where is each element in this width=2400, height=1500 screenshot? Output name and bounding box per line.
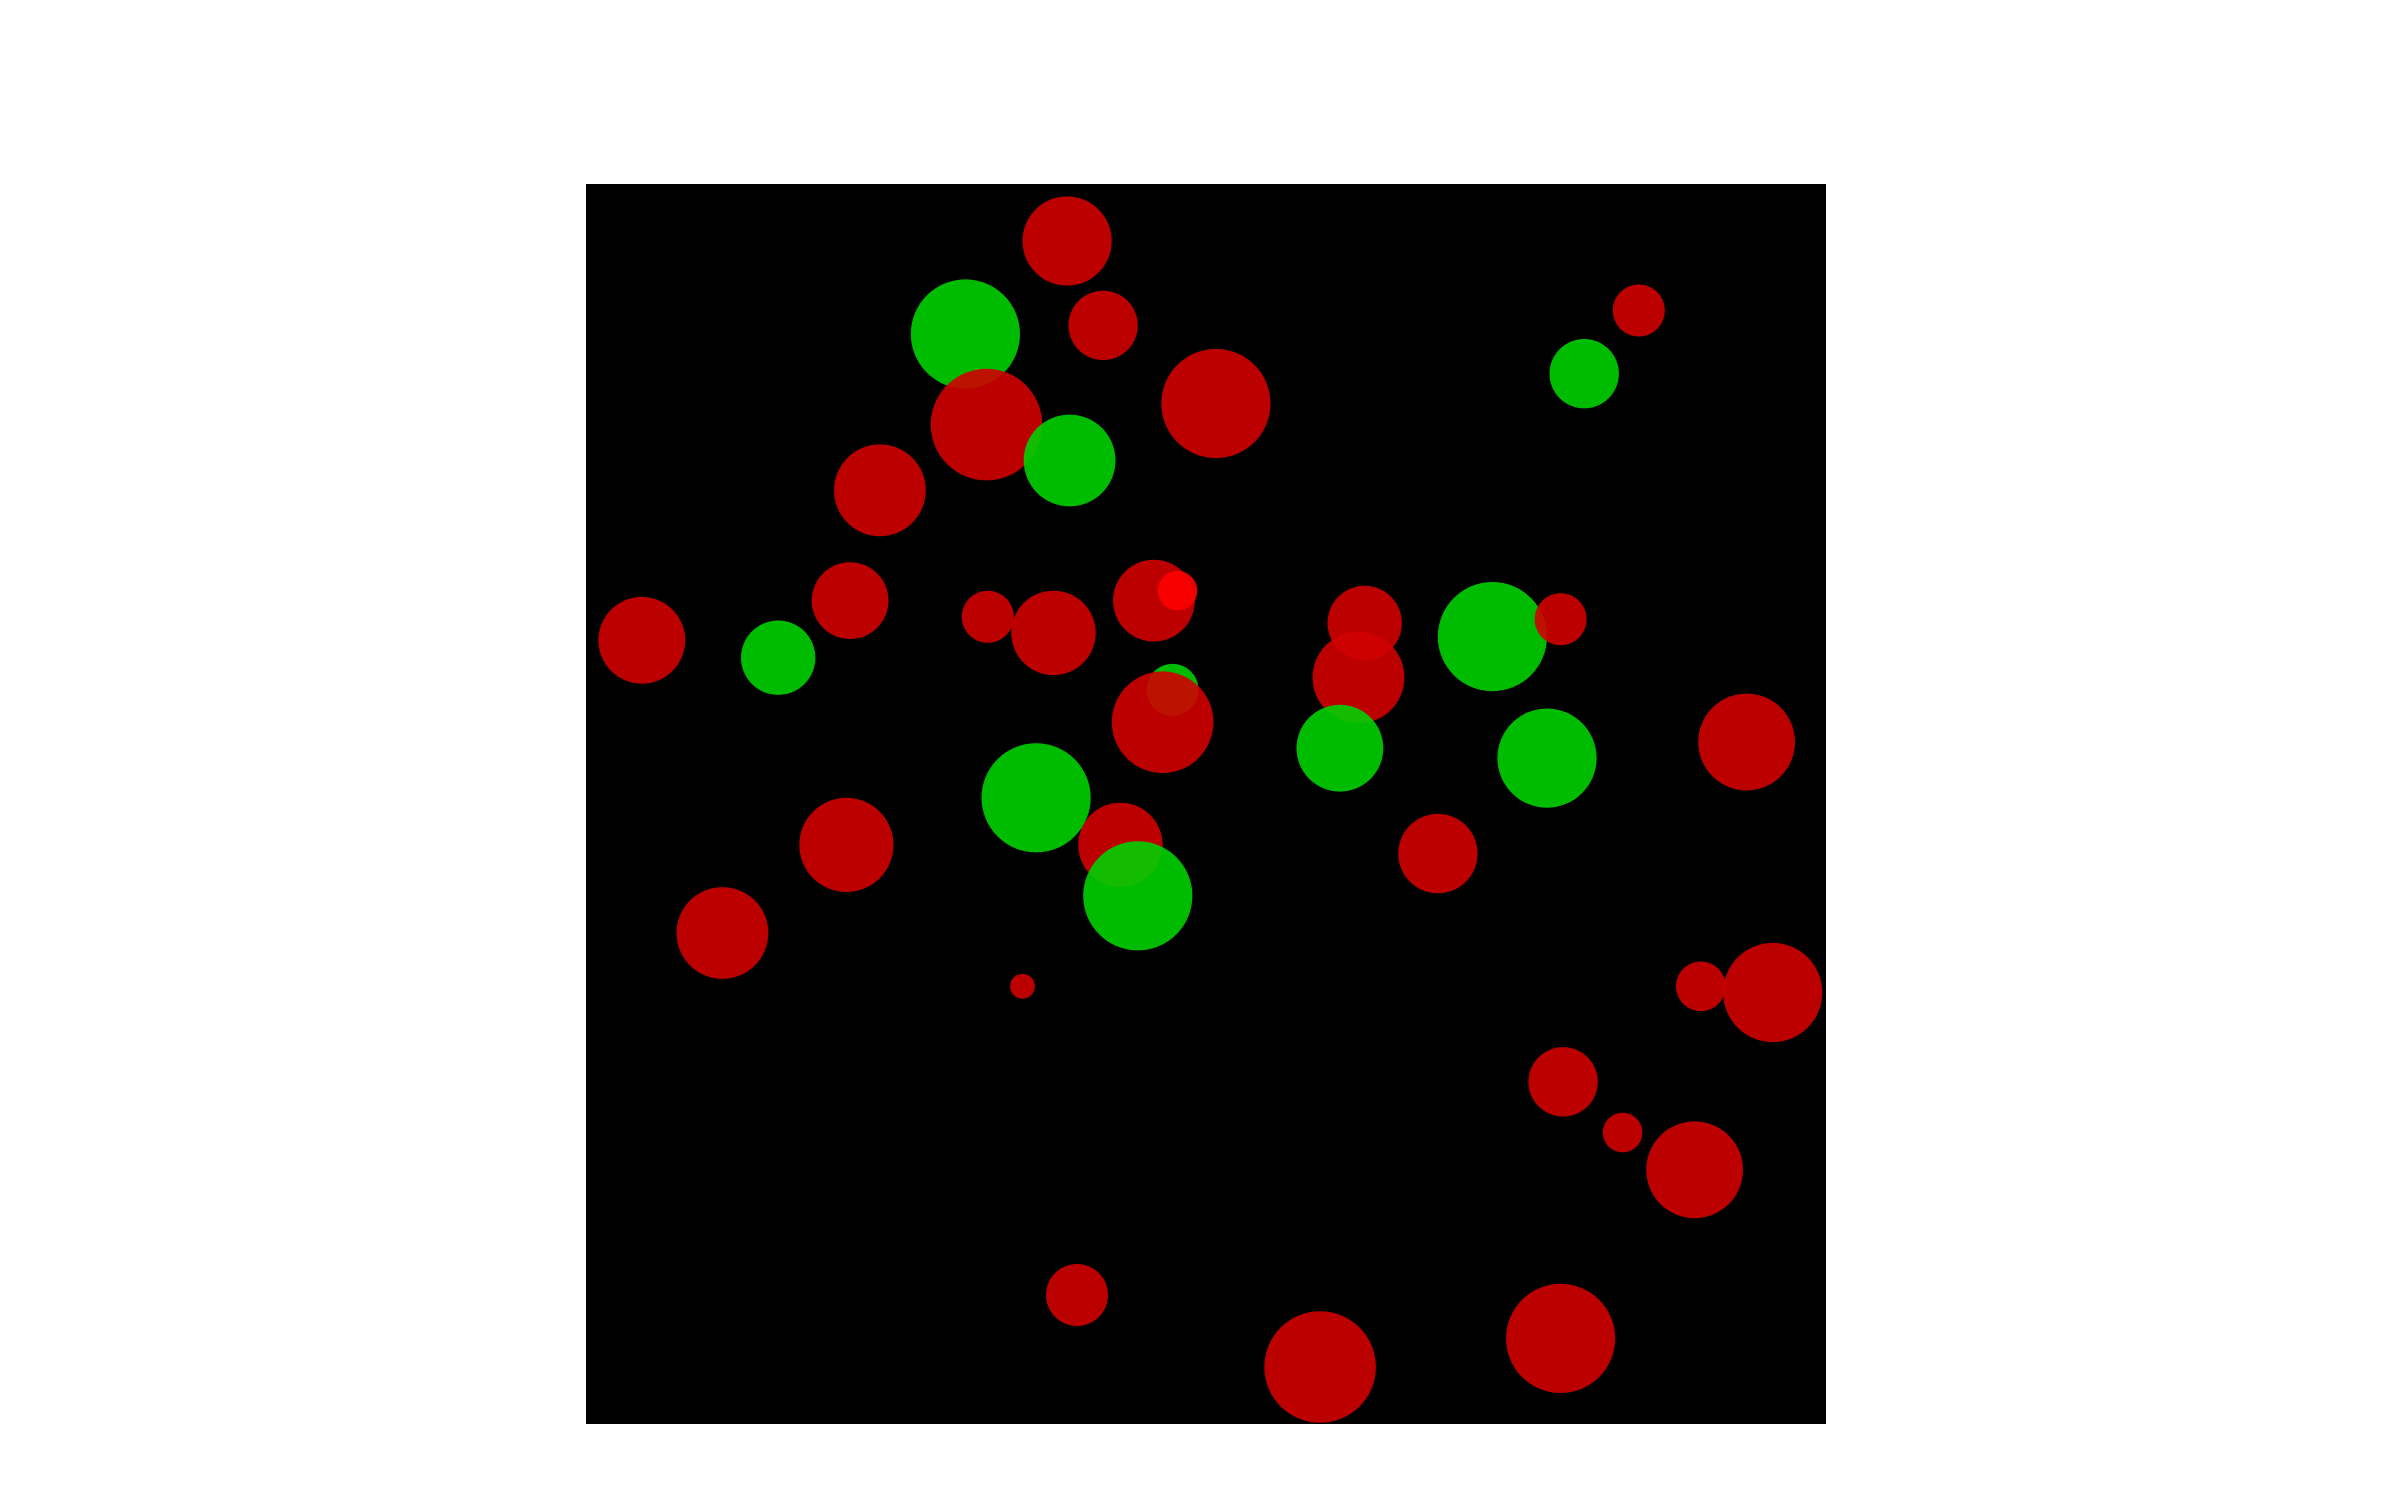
- player-circle-4: [1023, 414, 1116, 507]
- enemy-circle-2: [1068, 290, 1138, 361]
- player-circle-8: [1549, 339, 1619, 409]
- player-circle-1: [910, 279, 1020, 389]
- enemy-circle-28: [799, 797, 894, 893]
- enemy-circle-34: [1528, 1047, 1598, 1117]
- enemy-circle-9: [811, 562, 889, 639]
- player-circle-22: [1296, 704, 1384, 792]
- enemy-circle-0: [1022, 196, 1112, 286]
- enemy-circle-13: [1011, 590, 1096, 676]
- enemy-circle-15: [1157, 570, 1198, 611]
- arena-canvas[interactable]: [586, 184, 1826, 1424]
- enemy-circle-7: [1612, 284, 1665, 337]
- enemy-circle-5: [1161, 348, 1271, 459]
- player-circle-25: [981, 743, 1091, 853]
- enemy-circle-19: [1312, 631, 1405, 724]
- enemy-circle-36: [1646, 1121, 1743, 1219]
- player-circle-23: [1497, 708, 1597, 808]
- circle-layer: [598, 196, 1823, 1423]
- enemy-circle-33: [1723, 942, 1823, 1043]
- enemy-circle-3: [930, 368, 1043, 481]
- enemy-circle-21: [1534, 593, 1587, 646]
- player-circle-11: [741, 620, 816, 695]
- enemy-circle-10: [598, 596, 686, 684]
- enemy-circle-35: [1602, 1112, 1643, 1153]
- enemy-circle-31: [1010, 973, 1035, 999]
- enemy-circle-38: [1264, 1311, 1376, 1423]
- enemy-circle-32: [1676, 961, 1726, 1012]
- enemy-circle-37: [1046, 1264, 1108, 1326]
- enemy-circle-30: [676, 887, 769, 979]
- player-circle-27: [1083, 841, 1193, 951]
- enemy-circle-29: [1398, 813, 1478, 894]
- player-circle-20: [1437, 582, 1547, 692]
- enemy-circle-39: [1506, 1283, 1616, 1393]
- game-arena[interactable]: [586, 184, 1826, 1424]
- enemy-circle-24: [1698, 693, 1795, 791]
- enemy-circle-12: [961, 590, 1014, 643]
- enemy-circle-17: [1111, 671, 1214, 773]
- enemy-circle-6: [834, 444, 926, 537]
